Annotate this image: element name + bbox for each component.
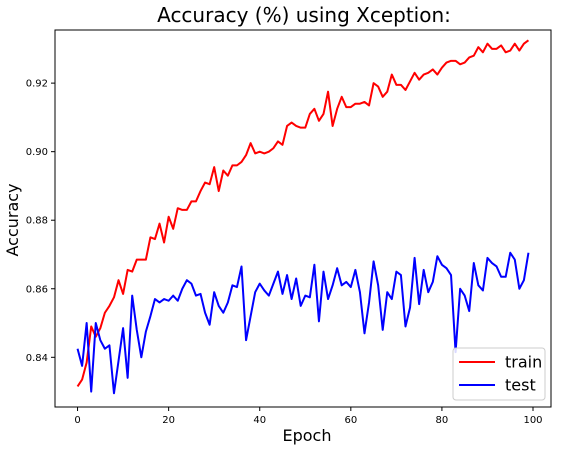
x-tick-label: 0 — [74, 415, 80, 426]
x-tick-label: 100 — [523, 415, 542, 426]
y-axis-label: Accuracy — [3, 183, 22, 256]
x-tick-label: 20 — [162, 415, 175, 426]
x-tick-label: 40 — [253, 415, 266, 426]
x-tick-label: 60 — [344, 415, 357, 426]
x-axis-label: Epoch — [283, 426, 332, 445]
plot-frame — [54, 29, 552, 408]
series-line-train — [76, 39, 530, 387]
series-lines — [76, 39, 530, 395]
y-tick-label: 0.92 — [26, 79, 48, 90]
legend-label-test: test — [505, 376, 536, 395]
y-axis-ticks: 0.84 0.86 0.88 0.90 0.92 — [26, 79, 55, 364]
y-tick-label: 0.86 — [26, 284, 48, 295]
legend: train test — [452, 347, 546, 401]
legend-label-train: train — [505, 353, 542, 372]
chart-title: Accuracy (%) using Xception: — [157, 3, 451, 27]
series-line-test — [76, 251, 530, 395]
y-tick-label: 0.88 — [26, 216, 48, 227]
plot-area: 0 20 40 60 80 100 0.84 0.86 0.88 0.90 0.92 — [26, 29, 552, 426]
x-tick-label: 80 — [436, 415, 449, 426]
y-tick-label: 0.90 — [26, 147, 48, 158]
x-axis-ticks: 0 20 40 60 80 100 — [74, 407, 543, 426]
y-tick-label: 0.84 — [26, 353, 48, 364]
